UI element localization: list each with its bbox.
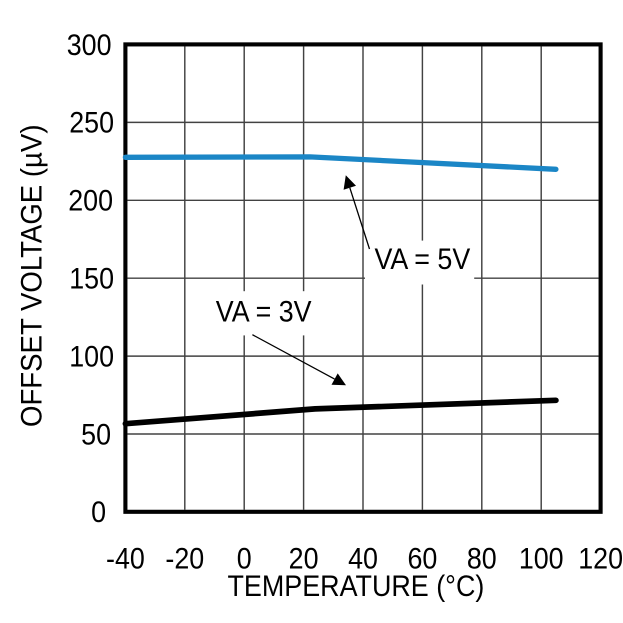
svg-text:120: 120 (578, 542, 623, 576)
svg-text:VA = 3V: VA = 3V (216, 295, 312, 329)
svg-text:-40: -40 (106, 542, 145, 576)
svg-text:TEMPERATURE (°C): TEMPERATURE (°C) (227, 569, 484, 603)
svg-text:200: 200 (68, 184, 113, 218)
svg-text:80: 80 (467, 542, 497, 576)
svg-text:-20: -20 (165, 542, 204, 576)
svg-text:20: 20 (289, 542, 319, 576)
svg-text:150: 150 (69, 262, 114, 296)
svg-text:250: 250 (69, 106, 114, 140)
svg-text:300: 300 (67, 28, 112, 62)
svg-text:0: 0 (91, 496, 106, 530)
svg-text:VA = 5V: VA = 5V (375, 243, 471, 277)
svg-text:40: 40 (348, 542, 378, 576)
svg-text:60: 60 (407, 542, 437, 576)
svg-text:OFFSET VOLTAGE (µV): OFFSET VOLTAGE (µV) (15, 124, 49, 427)
svg-text:100: 100 (519, 542, 564, 576)
svg-text:0: 0 (237, 542, 252, 576)
svg-text:50: 50 (81, 418, 111, 452)
svg-text:100: 100 (69, 340, 114, 374)
